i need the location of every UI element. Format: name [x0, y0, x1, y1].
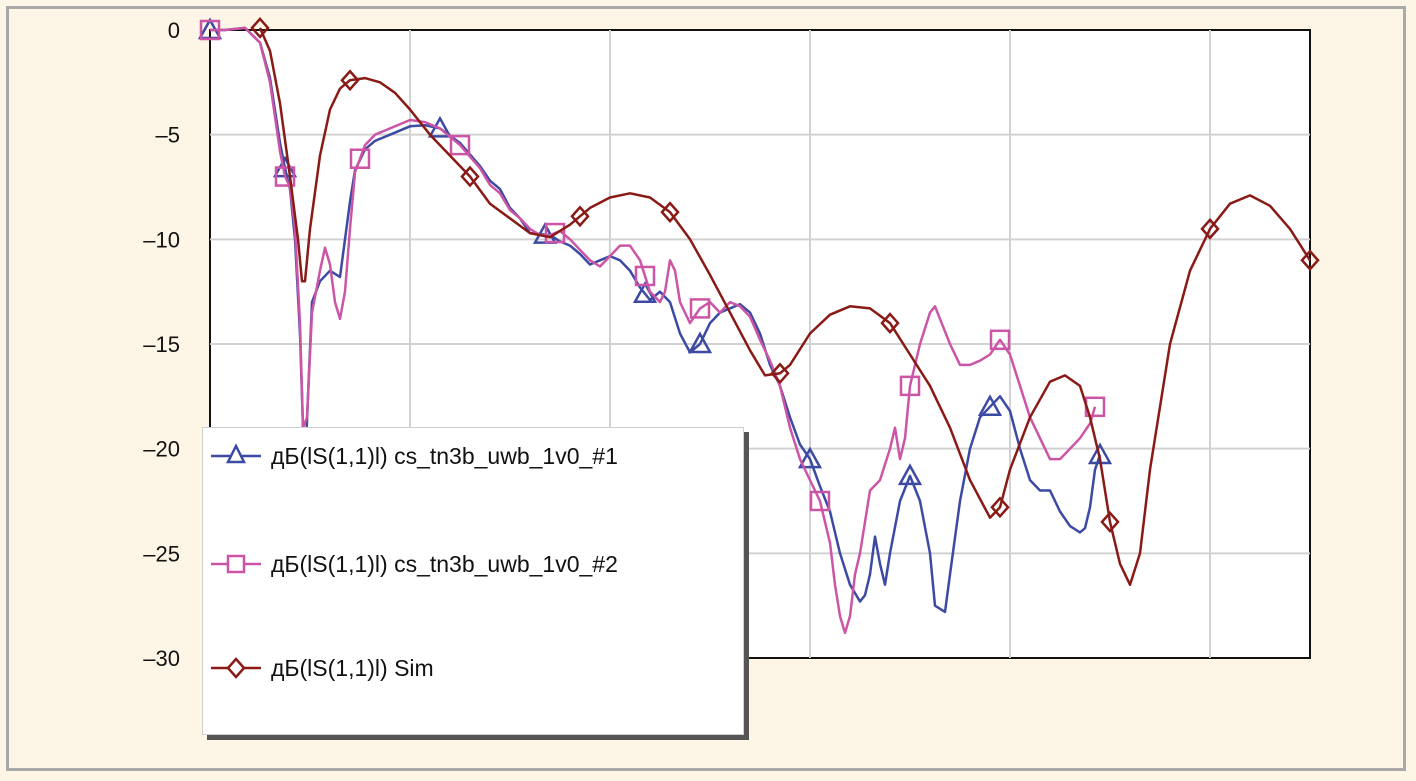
triangle-marker	[977, 394, 1003, 417]
triangle-marker-icon	[211, 443, 261, 464]
square-marker	[689, 298, 711, 319]
y-tick-label: –10	[143, 227, 180, 252]
legend-label-series-2: дБ(lS(1,1)l) cs_tn3b_uwb_1v0_#2	[271, 550, 618, 577]
series-layer	[197, 17, 1320, 635]
diamond-marker	[1100, 511, 1120, 533]
square-marker	[989, 329, 1011, 351]
square-marker	[544, 222, 566, 244]
y-tick-label: 0	[168, 18, 180, 43]
diamond-marker	[1300, 249, 1320, 272]
square-marker	[634, 265, 656, 287]
legend-label-series-1: дБ(lS(1,1)l) cs_tn3b_uwb_1v0_#1	[271, 442, 618, 469]
diamond-marker	[880, 312, 900, 334]
y-tick-label: –15	[143, 332, 180, 357]
square-marker	[199, 19, 221, 41]
diamond-marker	[1200, 217, 1220, 240]
legend-label-series-3: дБ(lS(1,1)l) Sim	[271, 654, 434, 681]
diamond-marker	[660, 201, 680, 224]
diamond-marker	[340, 69, 360, 92]
diamond-marker	[460, 165, 480, 188]
diamond-marker	[250, 17, 270, 39]
y-tick-label: –5	[156, 123, 180, 148]
diamond-marker-icon	[211, 657, 261, 679]
y-tick-label: –20	[143, 437, 180, 462]
square-marker	[899, 375, 921, 397]
triangle-marker	[797, 446, 823, 469]
diamond-marker	[770, 362, 790, 385]
y-tick-label: –30	[143, 646, 180, 671]
square-marker	[449, 134, 471, 156]
diamond-marker	[990, 496, 1010, 519]
y-tick-label: –25	[143, 541, 180, 566]
diamond-marker	[570, 205, 590, 228]
legend-item-series-2: дБ(lS(1,1)l) cs_tn3b_uwb_1v0_#2	[211, 544, 618, 584]
series-line	[210, 26, 1097, 635]
series-2	[199, 19, 1106, 635]
square-marker-icon	[211, 554, 261, 574]
square-marker	[349, 148, 371, 169]
square-marker	[809, 490, 831, 512]
y-axis: 0 –5 –10 –15 –20 –25 –30	[143, 18, 180, 671]
triangle-marker	[687, 331, 713, 354]
legend-item-series-3: дБ(lS(1,1)l) Sim	[211, 648, 434, 688]
legend: дБ(lS(1,1)l) cs_tn3b_uwb_1v0_#1 дБ(lS(1,…	[202, 427, 744, 735]
series-3	[250, 17, 1320, 586]
legend-item-series-1: дБ(lS(1,1)l) cs_tn3b_uwb_1v0_#1	[211, 436, 618, 476]
series-line	[258, 27, 1312, 586]
triangle-marker	[897, 463, 923, 486]
square-marker	[274, 166, 296, 187]
